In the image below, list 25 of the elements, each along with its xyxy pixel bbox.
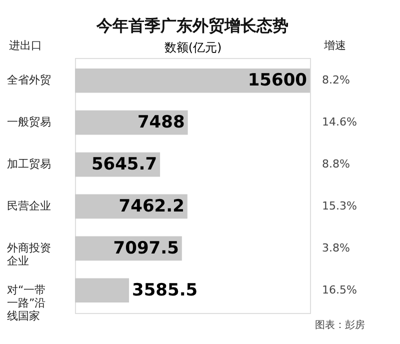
y-tick-label: 对“一带一路”沿线国家 (7, 283, 46, 322)
data-label: 7097.5 (113, 238, 179, 258)
bar (75, 278, 130, 303)
y-axis-title: 进出口 (9, 39, 42, 52)
x-axis-title: 数额(亿元) (164, 40, 222, 54)
y-tick-label: 外商投资企业 (7, 241, 51, 268)
data-label: 7462.2 (118, 196, 184, 216)
y-tick-label: 一般贸易 (7, 116, 51, 129)
y-tick-label: 民营企业 (7, 199, 51, 212)
y-tick-label: 加工贸易 (7, 158, 51, 171)
data-label: 7488 (137, 112, 185, 133)
text: 8.2% (322, 74, 350, 87)
data-label: 5645.7 (91, 154, 158, 175)
text: 图表：彭房 (315, 319, 365, 331)
chart-title: 今年首季广东外贸增长态势 (96, 16, 288, 35)
bar (75, 68, 310, 93)
text: 14.6% (322, 116, 357, 129)
text: 3.8% (322, 241, 350, 254)
text: 16.5% (322, 283, 357, 296)
text: 8.8% (322, 158, 350, 171)
y-tick-label: 全省外贸 (7, 74, 51, 87)
y2-axis-title: 增速 (323, 39, 346, 52)
text: 15.3% (322, 199, 357, 212)
data-label: 15600 (248, 70, 308, 91)
data-label: 3585.5 (132, 280, 198, 300)
